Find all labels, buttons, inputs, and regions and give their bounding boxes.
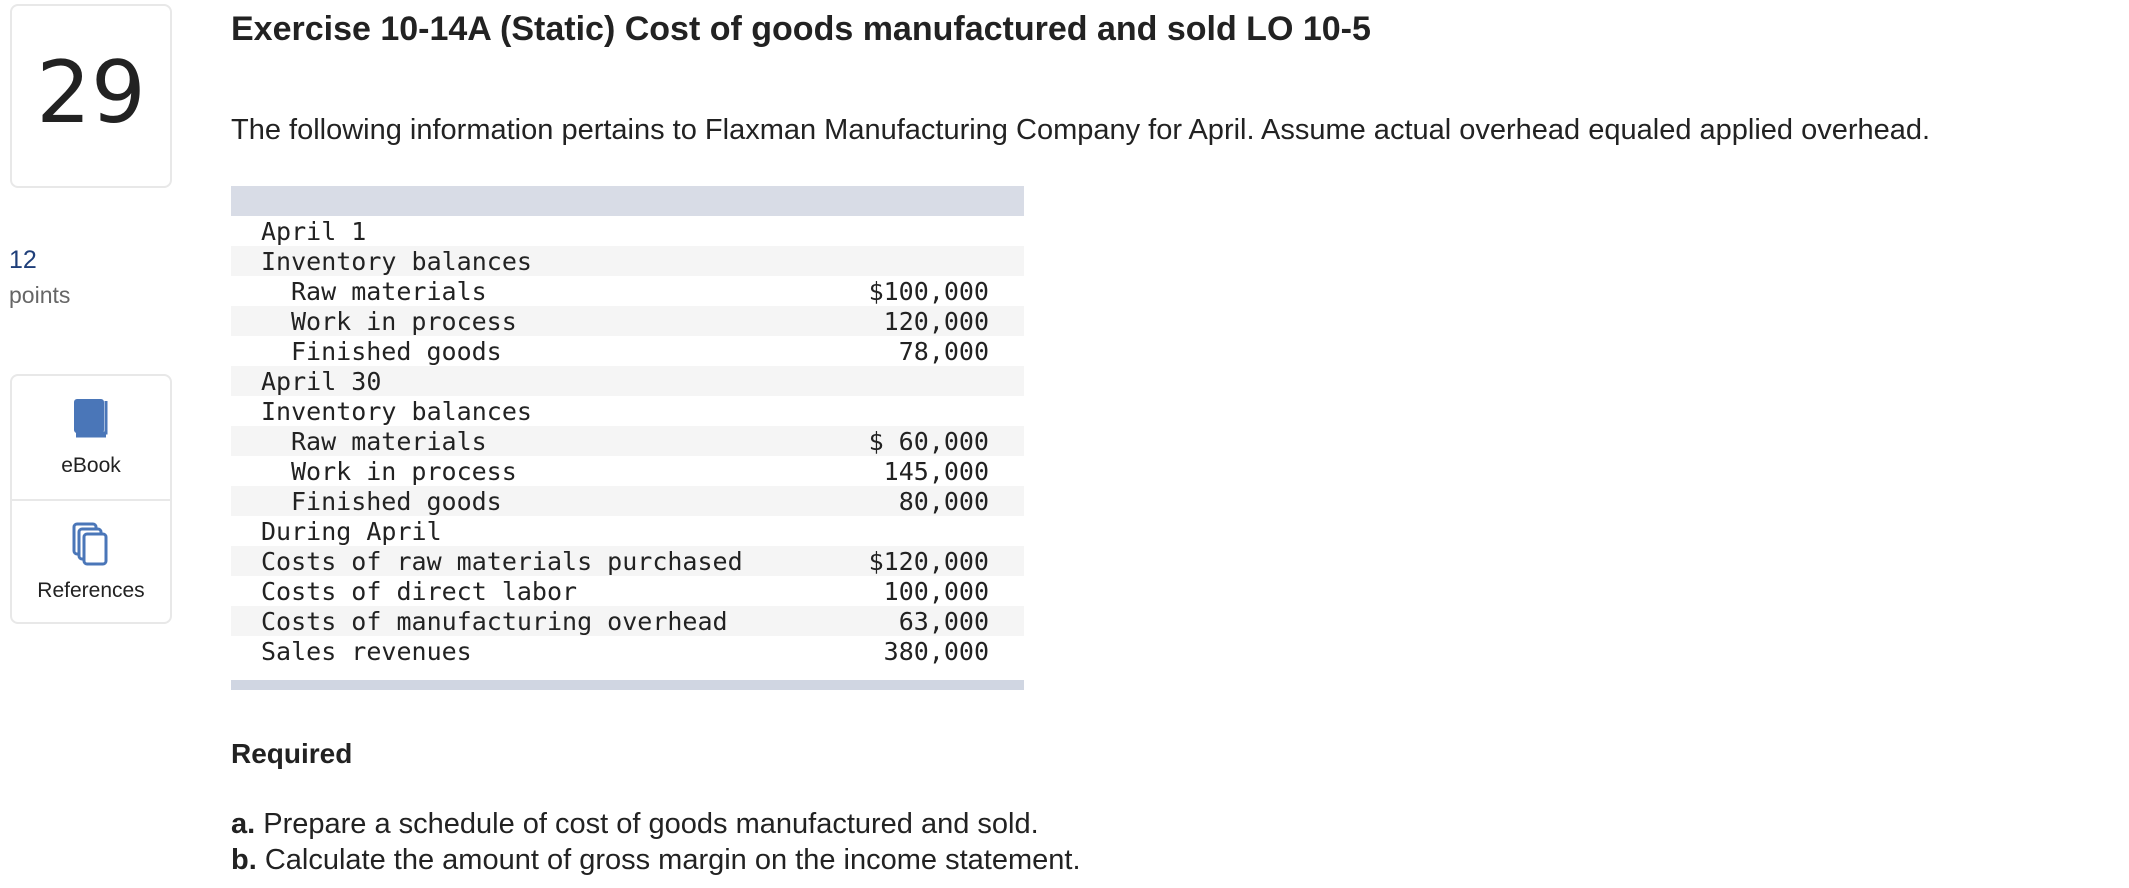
tools-panel: eBook References (10, 374, 172, 624)
table-row: Work in process 120,000 (231, 306, 1024, 336)
table-row: Finished goods 78,000 (231, 336, 1024, 366)
table-header-bar (231, 186, 1024, 216)
row-label: Inventory balances (261, 246, 532, 276)
row-label: Costs of manufacturing overhead (261, 606, 728, 636)
required-part-b: b. Calculate the amount of gross margin … (231, 844, 1081, 877)
points-label: points (9, 282, 71, 308)
ebook-button[interactable]: eBook (12, 376, 170, 499)
row-value: 120,000 (883, 306, 989, 336)
row-label: Finished goods (291, 486, 502, 516)
points-value: 12 (9, 246, 37, 274)
references-button[interactable]: References (12, 499, 170, 624)
part-text: Prepare a schedule of cost of goods manu… (263, 808, 1039, 840)
row-value: $ 60,000 (868, 426, 989, 456)
row-label: Costs of direct labor (261, 576, 578, 606)
row-label: Work in process (291, 306, 517, 336)
table-row: Sales revenues 380,000 (231, 636, 1024, 666)
row-label: Work in process (291, 456, 517, 486)
part-letter: b. (231, 844, 257, 876)
data-table: April 1 Inventory balances Raw materials $1… (231, 186, 1024, 690)
table-row: Raw materials $100,000 (231, 276, 1024, 306)
references-label: References (37, 579, 145, 602)
row-label: Inventory balances (261, 396, 532, 426)
ebook-label: eBook (61, 454, 121, 477)
row-label: April 1 (261, 216, 367, 246)
table-row: During April (231, 516, 1024, 546)
table-row: Finished goods 80,000 (231, 486, 1024, 516)
row-label: April 30 (261, 366, 382, 396)
row-value: 63,000 (898, 606, 989, 636)
row-value: 145,000 (883, 456, 989, 486)
part-text: Calculate the amount of gross margin on … (264, 844, 1081, 876)
table-row: Inventory balances (231, 396, 1024, 426)
table-row: Costs of direct labor 100,000 (231, 576, 1024, 606)
intro-text: The following information pertains to Fl… (231, 114, 1931, 146)
row-label: Costs of raw materials purchased (261, 546, 743, 576)
row-value: 80,000 (898, 486, 989, 516)
table-row: April 30 (231, 366, 1024, 396)
table-footer-bar (231, 680, 1024, 690)
row-value: $100,000 (868, 276, 989, 306)
copy-icon (72, 522, 110, 571)
row-value: 78,000 (898, 336, 989, 366)
required-part-a: a. Prepare a schedule of cost of goods m… (231, 808, 1039, 841)
row-label: Sales revenues (261, 636, 472, 666)
row-label: Finished goods (291, 336, 502, 366)
row-value: 380,000 (883, 636, 989, 666)
row-value: 100,000 (883, 576, 989, 606)
book-icon (72, 397, 110, 446)
table-row: Costs of raw materials purchased $120,000 (231, 546, 1024, 576)
row-value: $120,000 (868, 546, 989, 576)
part-letter: a. (231, 808, 256, 840)
table-row: Raw materials $ 60,000 (231, 426, 1024, 456)
row-label: During April (261, 516, 442, 546)
question-number-box: 29 (10, 4, 172, 188)
row-label: Raw materials (291, 276, 487, 306)
table-row: Inventory balances (231, 246, 1024, 276)
table-row: Work in process 145,000 (231, 456, 1024, 486)
required-heading: Required (231, 738, 353, 769)
table-row: April 1 (231, 216, 1024, 246)
question-number: 29 (36, 43, 146, 143)
table-row: Costs of manufacturing overhead 63,000 (231, 606, 1024, 636)
row-label: Raw materials (291, 426, 487, 456)
exercise-title: Exercise 10-14A (Static) Cost of goods m… (231, 10, 1371, 48)
